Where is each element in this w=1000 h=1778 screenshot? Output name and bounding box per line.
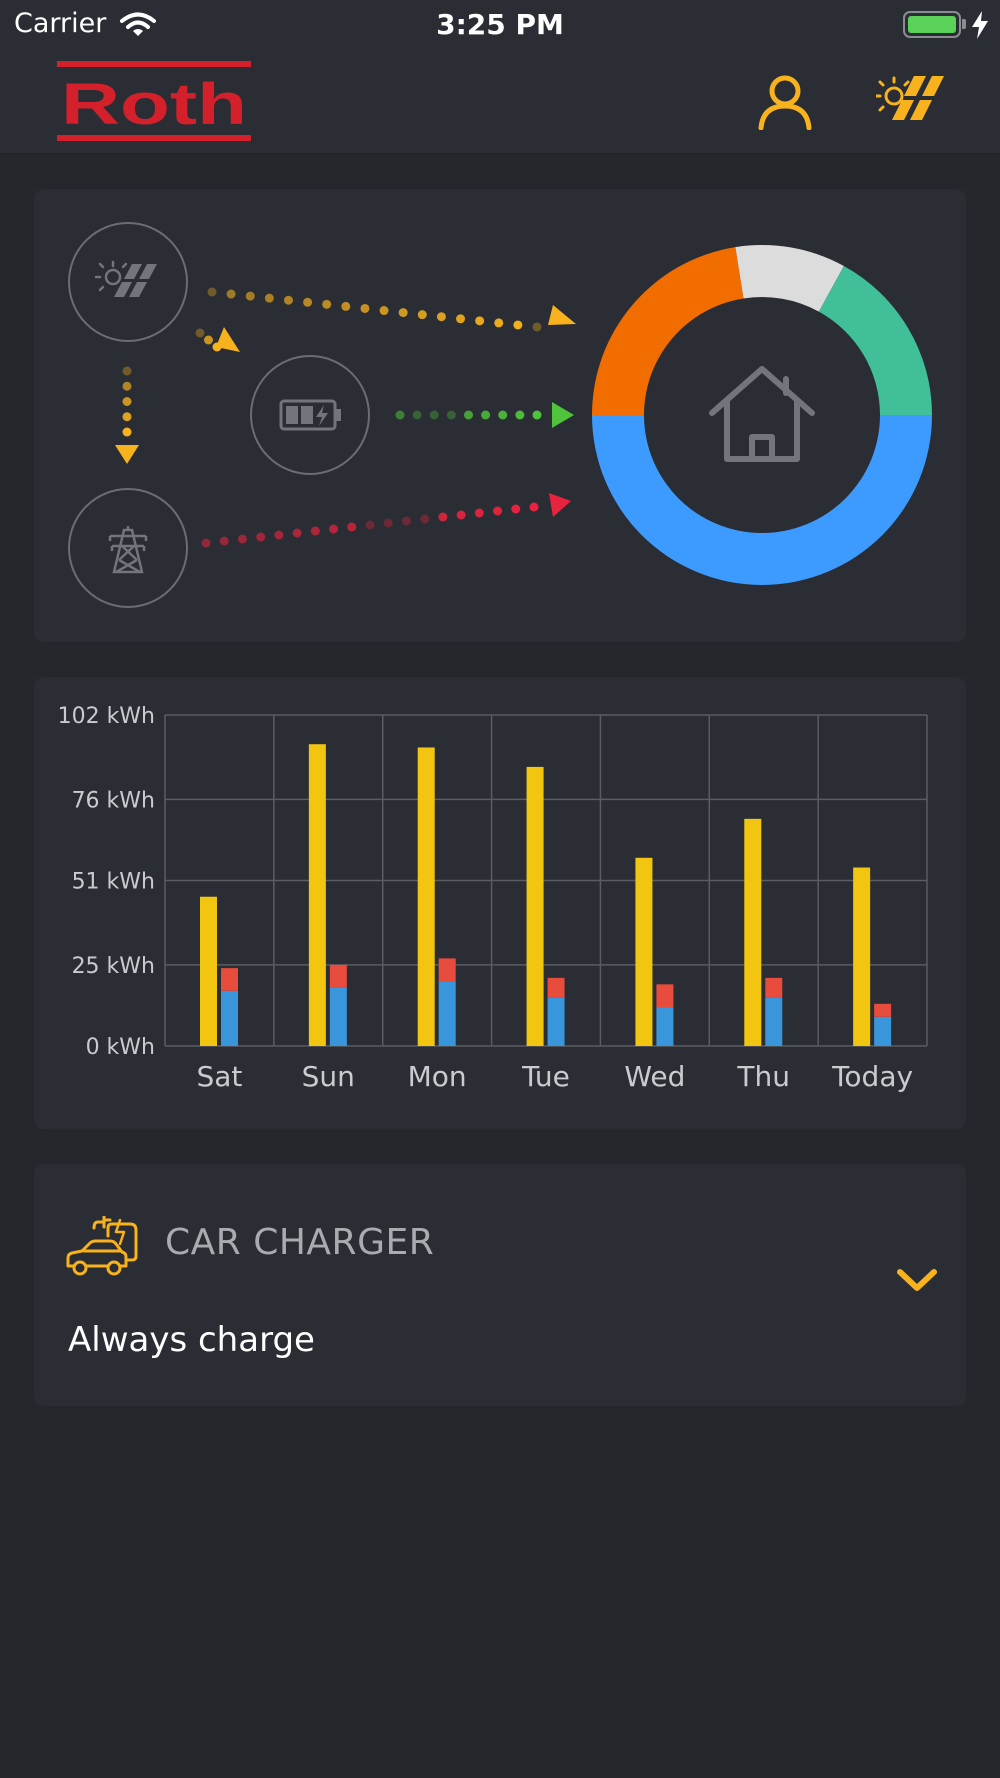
bar-stack-top	[329, 964, 347, 988]
donut-segment-0	[592, 415, 932, 585]
y-tick-label: 102 kWh	[58, 704, 155, 729]
status-time: 3:25 PM	[436, 8, 564, 41]
y-tick-label: 76 kWh	[72, 788, 155, 813]
chevron-down-icon[interactable]	[896, 1266, 938, 1296]
bar-stack-top	[874, 1003, 892, 1017]
donut-segment-2	[735, 245, 844, 312]
x-category-label: Wed	[624, 1060, 685, 1093]
y-tick-label: 51 kWh	[72, 870, 155, 895]
user-account-button[interactable]	[755, 74, 815, 130]
x-category-label: Mon	[408, 1060, 467, 1093]
bar-stack-base	[438, 981, 456, 1046]
bar-main	[417, 747, 435, 1046]
wifi-icon	[120, 12, 156, 36]
solar-to-battery-flow	[195, 327, 240, 352]
bar-stack-base	[221, 990, 238, 1046]
donut-segment-1	[592, 247, 744, 415]
donut-segment-3	[818, 266, 932, 415]
battery-indicator	[903, 11, 961, 38]
car-charger-title: CAR CHARGER	[165, 1222, 435, 1263]
solar-to-house-flow	[207, 287, 576, 332]
status-bar: Carrier 3:25 PM	[0, 0, 1000, 50]
x-category-label: Sun	[302, 1060, 355, 1093]
battery-icon	[279, 399, 341, 431]
grid-node[interactable]	[68, 488, 188, 608]
charging-bolt-icon	[972, 11, 988, 39]
bar-stack-top	[765, 977, 783, 998]
car-charger-icon	[66, 1216, 138, 1276]
bar-stack-base	[547, 997, 565, 1046]
energy-history-chart-card: 102 kWh 76 kWh 51 kWh 25 kWh 0 kWh Sat Sun Mon T…	[34, 677, 966, 1129]
svg-text:Roth: Roth	[61, 72, 247, 137]
chart-grid	[164, 714, 928, 1047]
house-consumption-donut	[592, 245, 932, 585]
bar-stack-top	[221, 968, 238, 991]
roth-logo: Roth	[57, 61, 251, 141]
x-category-label: Thu	[736, 1060, 790, 1093]
energy-flow-diagram	[115, 245, 932, 585]
bar-stack-base	[329, 987, 347, 1046]
battery-tip	[962, 19, 966, 29]
solar-node[interactable]	[68, 222, 188, 342]
x-category-label: Sat	[196, 1060, 242, 1093]
car-charger-card[interactable]: CAR CHARGER Always charge	[34, 1164, 966, 1406]
bar-main	[200, 896, 217, 1046]
y-tick-label: 25 kWh	[72, 954, 155, 979]
energy-flow-card	[34, 189, 966, 642]
solar-to-grid-flow	[115, 366, 139, 464]
y-tick-label: 0 kWh	[86, 1035, 155, 1060]
bar-stack-top	[656, 984, 674, 1008]
bar-stack-top	[547, 977, 565, 998]
bar-main	[526, 766, 544, 1046]
bar-main	[635, 857, 653, 1046]
x-category-label: Tue	[521, 1060, 570, 1093]
power-grid-icon	[108, 526, 148, 574]
carrier-label: Carrier	[14, 8, 107, 39]
battery-node[interactable]	[250, 355, 370, 475]
bar-main	[853, 867, 871, 1046]
bar-main	[744, 818, 762, 1046]
bar-main	[308, 744, 326, 1046]
energy-bar-chart: 102 kWh 76 kWh 51 kWh 25 kWh 0 kWh Sat Sun Mon T…	[58, 704, 928, 1093]
bar-stack-top	[438, 958, 456, 982]
x-category-label: Today	[831, 1060, 913, 1093]
charging-mode-value: Always charge	[68, 1320, 315, 1360]
solar-panel-icon	[94, 260, 157, 297]
house-icon	[709, 366, 815, 462]
solar-panel-button[interactable]	[876, 74, 952, 124]
bar-stack-base	[874, 1016, 892, 1046]
app-header: Roth	[0, 50, 1000, 154]
grid-to-house-flow	[201, 493, 571, 548]
battery-level	[908, 16, 956, 33]
bar-stack-base	[656, 1007, 674, 1046]
bar-stack-base	[765, 997, 783, 1046]
battery-to-house-flow	[395, 402, 574, 428]
